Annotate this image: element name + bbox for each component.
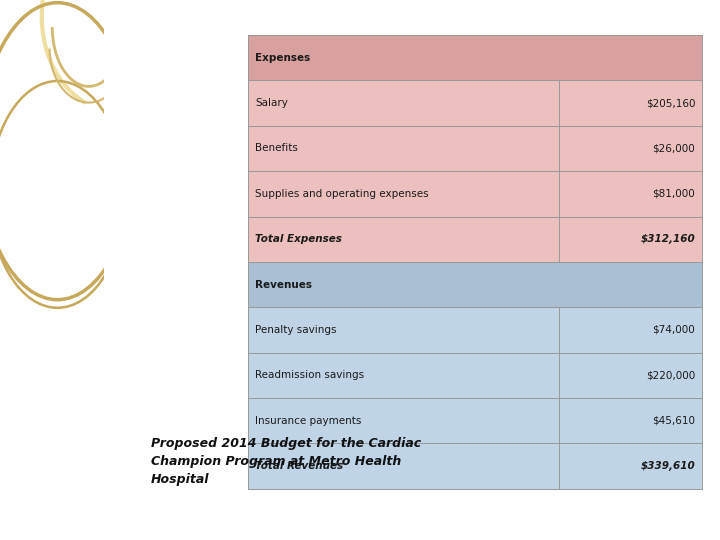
Bar — [248, 171, 702, 217]
Text: Salary: Salary — [255, 98, 288, 108]
Bar — [248, 35, 702, 80]
Text: Expenses: Expenses — [255, 53, 310, 63]
Text: Supplies and operating expenses: Supplies and operating expenses — [255, 189, 429, 199]
Text: Revenues: Revenues — [255, 280, 312, 289]
Text: Readmission savings: Readmission savings — [255, 370, 364, 380]
Bar — [248, 307, 702, 353]
Bar — [248, 262, 702, 307]
Text: $74,000: $74,000 — [652, 325, 696, 335]
Bar — [248, 80, 702, 126]
Bar — [248, 398, 702, 443]
Text: Total Expenses: Total Expenses — [255, 234, 342, 244]
Text: $339,610: $339,610 — [641, 461, 696, 471]
Text: $45,610: $45,610 — [652, 416, 696, 426]
Bar — [248, 353, 702, 398]
Text: Insurance payments: Insurance payments — [255, 416, 361, 426]
Bar — [248, 217, 702, 262]
Text: $81,000: $81,000 — [652, 189, 696, 199]
Text: Penalty savings: Penalty savings — [255, 325, 337, 335]
Text: $26,000: $26,000 — [652, 144, 696, 153]
Text: Proposed 2014 Budget for the Cardiac
Champion Program at Metro Health
Hospital: Proposed 2014 Budget for the Cardiac Cha… — [151, 437, 421, 487]
Text: $205,160: $205,160 — [646, 98, 696, 108]
Bar — [248, 126, 702, 171]
Bar — [248, 443, 702, 489]
Text: Benefits: Benefits — [255, 144, 298, 153]
Text: $312,160: $312,160 — [641, 234, 696, 244]
Text: $220,000: $220,000 — [646, 370, 696, 380]
Text: Total Revenues: Total Revenues — [255, 461, 343, 471]
